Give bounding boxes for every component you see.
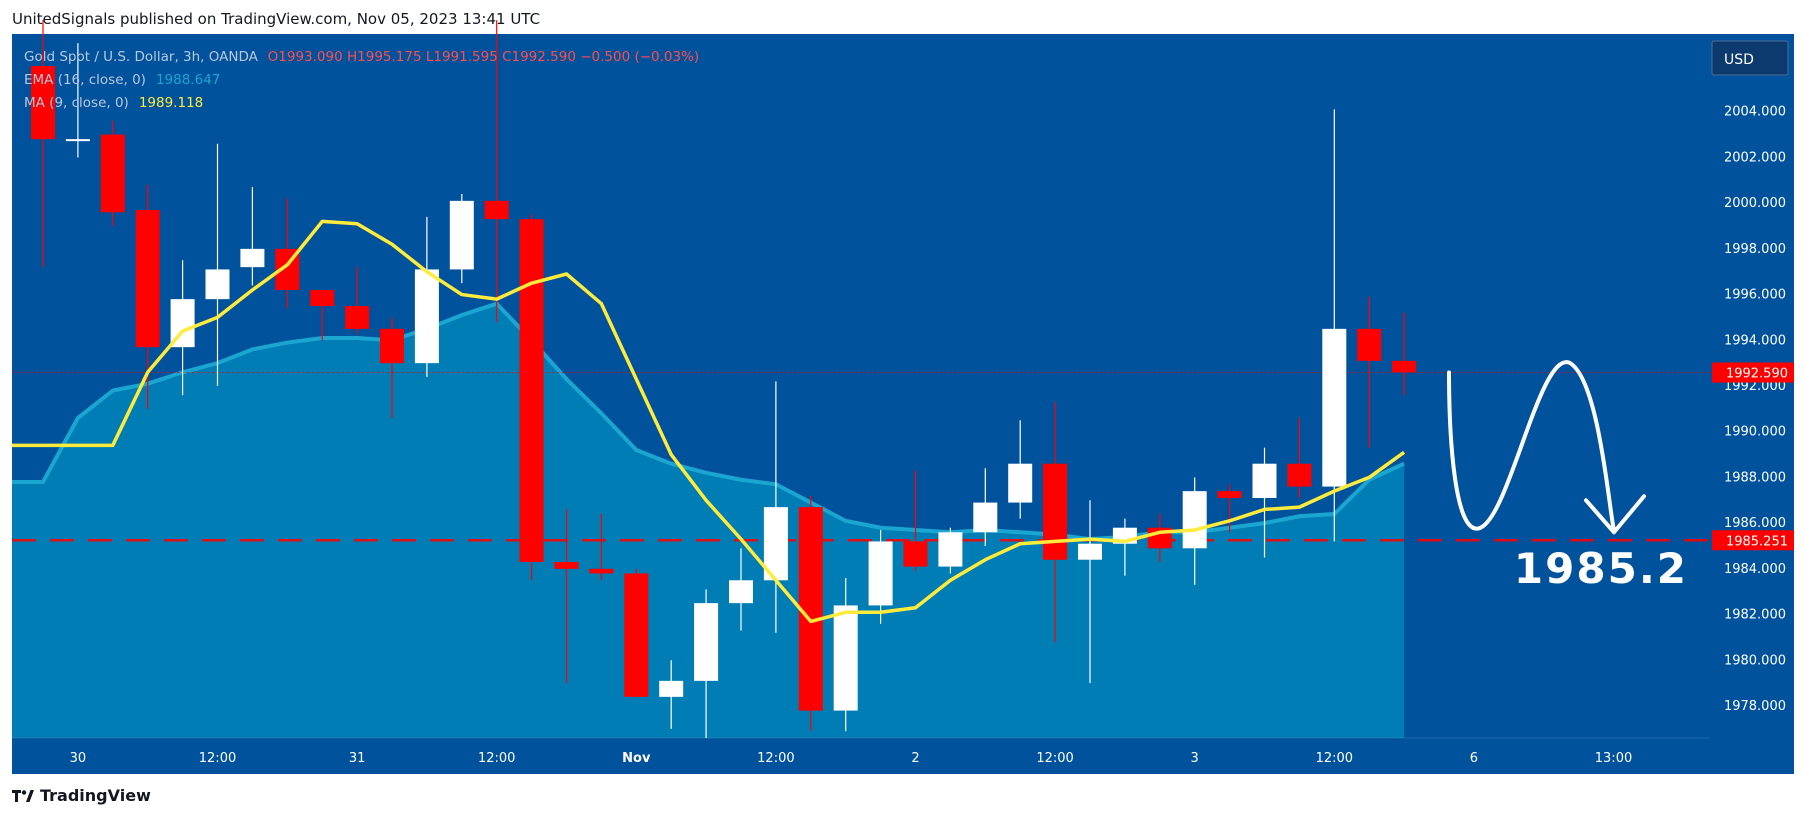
y-tick-label: 1978.000 [1724, 699, 1786, 714]
x-tick-label: 2 [911, 751, 919, 766]
candle-body[interactable] [763, 507, 788, 581]
current-price-label-bg [1712, 362, 1794, 383]
candle-body[interactable] [1008, 463, 1033, 503]
candle-body[interactable] [659, 680, 684, 697]
candle-body[interactable] [798, 507, 823, 711]
y-tick-label: 1992.000 [1724, 379, 1786, 394]
candle-body[interactable] [1182, 491, 1207, 549]
x-tick-label: Nov [622, 751, 651, 766]
current-price-label: 1992.590 [1726, 367, 1788, 382]
legend-ohlc: O1993.090 H1995.175 L1991.595 C1992.590 … [268, 49, 700, 65]
drawn-arrow[interactable] [1447, 360, 1616, 533]
y-tick-label: 1994.000 [1724, 333, 1786, 348]
candle-body[interactable] [380, 328, 404, 364]
candle-body[interactable] [1322, 328, 1347, 487]
candle-body[interactable] [973, 502, 998, 533]
x-tick-label: 12:00 [199, 751, 236, 766]
y-tick-label: 2004.000 [1724, 105, 1786, 120]
candle-body[interactable] [694, 603, 719, 681]
x-tick-label: 30 [70, 751, 87, 766]
candle-body[interactable] [414, 269, 439, 364]
legend-ema-value: 1988.647 [156, 72, 220, 88]
x-tick-label: 12:00 [1316, 751, 1353, 766]
y-tick-label: 2002.000 [1724, 150, 1786, 165]
candle-body[interactable] [903, 541, 928, 567]
candle-body[interactable] [554, 562, 579, 569]
candle-body[interactable] [729, 580, 753, 604]
candle-body[interactable] [833, 605, 858, 711]
candle-body[interactable] [65, 139, 90, 142]
candle-body[interactable] [205, 269, 230, 300]
candle-body[interactable] [1392, 360, 1417, 373]
candle-body[interactable] [1217, 491, 1242, 498]
candle-body[interactable] [1043, 463, 1068, 560]
candle-body[interactable] [240, 248, 265, 268]
candle-body[interactable] [1287, 463, 1312, 487]
candle-body[interactable] [1078, 543, 1102, 560]
tradingview-brand: TradingView [40, 786, 151, 805]
candle-body[interactable] [1252, 463, 1277, 498]
candle-body[interactable] [100, 134, 125, 213]
legend-ma-value: 1989.118 [139, 95, 203, 111]
currency-button[interactable] [1711, 40, 1789, 76]
candle-body[interactable] [449, 200, 474, 270]
legend-ema-label: EMA (16, close, 0) 1988.647 [24, 72, 220, 88]
x-tick-label: 31 [349, 751, 366, 766]
candle-body[interactable] [589, 568, 614, 574]
x-tick-label: 12:00 [757, 751, 794, 766]
candle-body[interactable] [31, 66, 55, 140]
y-tick-label: 2000.000 [1724, 196, 1786, 211]
currency-button-label: USD [1724, 52, 1754, 68]
x-tick-label: 13:00 [1595, 751, 1632, 766]
target-price-label-bg [1712, 530, 1794, 551]
x-tick-label: 12:00 [478, 751, 515, 766]
published-header: UnitedSignals published on TradingView.c… [12, 10, 541, 28]
legend-title: Gold Spot / U.S. Dollar, 3h, OANDA O1993.… [24, 49, 699, 65]
legend-ma-label: MA (9, close, 0) 1989.118 [24, 95, 203, 111]
candle-body[interactable] [938, 532, 963, 567]
candle-body[interactable] [868, 541, 893, 606]
tradingview-footer[interactable]: TradingView [12, 786, 151, 805]
y-tick-label: 1998.000 [1724, 242, 1786, 257]
x-tick-label: 12:00 [1036, 751, 1073, 766]
candle-body[interactable] [135, 210, 160, 348]
ema-area-fill [12, 303, 1405, 738]
y-tick-label: 1982.000 [1724, 608, 1786, 623]
candle-body[interactable] [345, 306, 370, 329]
target-price-label: 1985.251 [1726, 534, 1788, 549]
ma-line [12, 219, 1406, 624]
y-tick-label: 1990.000 [1724, 425, 1786, 440]
y-tick-label: 1984.000 [1724, 562, 1786, 577]
arrow-head-icon [1584, 494, 1646, 535]
y-tick-label: 1980.000 [1724, 653, 1786, 668]
candle-body[interactable] [1357, 328, 1382, 361]
y-tick-label: 1996.000 [1724, 288, 1786, 303]
tradingview-logo-icon [12, 789, 34, 802]
candle-body[interactable] [624, 573, 649, 697]
candle-body[interactable] [484, 200, 509, 220]
candle-body[interactable] [310, 290, 335, 306]
y-tick-label: 1986.000 [1724, 516, 1786, 531]
y-tick-label: 1988.000 [1724, 470, 1786, 485]
x-tick-label: 3 [1191, 751, 1199, 766]
candle-body[interactable] [519, 219, 544, 562]
x-tick-label: 6 [1470, 751, 1478, 766]
target-annotation: 1985.2 [1514, 544, 1688, 593]
